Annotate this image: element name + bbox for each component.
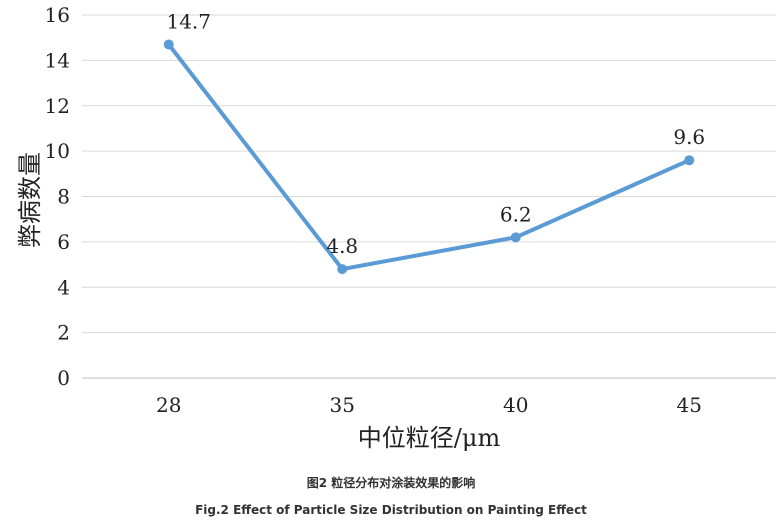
data-point xyxy=(337,264,348,275)
x-tick-label: 28 xyxy=(156,393,181,417)
data-point xyxy=(684,155,695,166)
y-tick-label: 4 xyxy=(57,275,70,299)
series-line xyxy=(167,43,691,272)
y-tick-label: 6 xyxy=(57,230,70,254)
data-label: 4.8 xyxy=(326,234,358,258)
x-axis-label: 中位粒径/μm xyxy=(358,424,501,452)
caption-chinese: 图2 粒径分布对涂装效果的影响 xyxy=(306,476,476,490)
data-label: 9.6 xyxy=(673,125,705,149)
y-axis-label: 弊病数量 xyxy=(16,152,44,248)
y-tick-label: 16 xyxy=(45,3,70,27)
caption-english: Fig.2 Effect of Particle Size Distributi… xyxy=(195,503,587,517)
data-label: 14.7 xyxy=(166,9,211,33)
x-tick-label: 40 xyxy=(503,393,528,417)
x-tick-label: 45 xyxy=(677,393,702,417)
y-tick-label: 8 xyxy=(57,185,70,209)
y-tick-label: 14 xyxy=(45,48,70,72)
x-tick-label: 35 xyxy=(330,393,355,417)
data-point xyxy=(163,39,174,50)
y-tick-label: 12 xyxy=(45,94,70,118)
data-point xyxy=(510,232,521,243)
y-tick-label: 0 xyxy=(57,366,70,390)
y-tick-label: 2 xyxy=(57,321,70,345)
data-label: 6.2 xyxy=(500,202,532,226)
y-tick-label: 10 xyxy=(45,139,70,163)
